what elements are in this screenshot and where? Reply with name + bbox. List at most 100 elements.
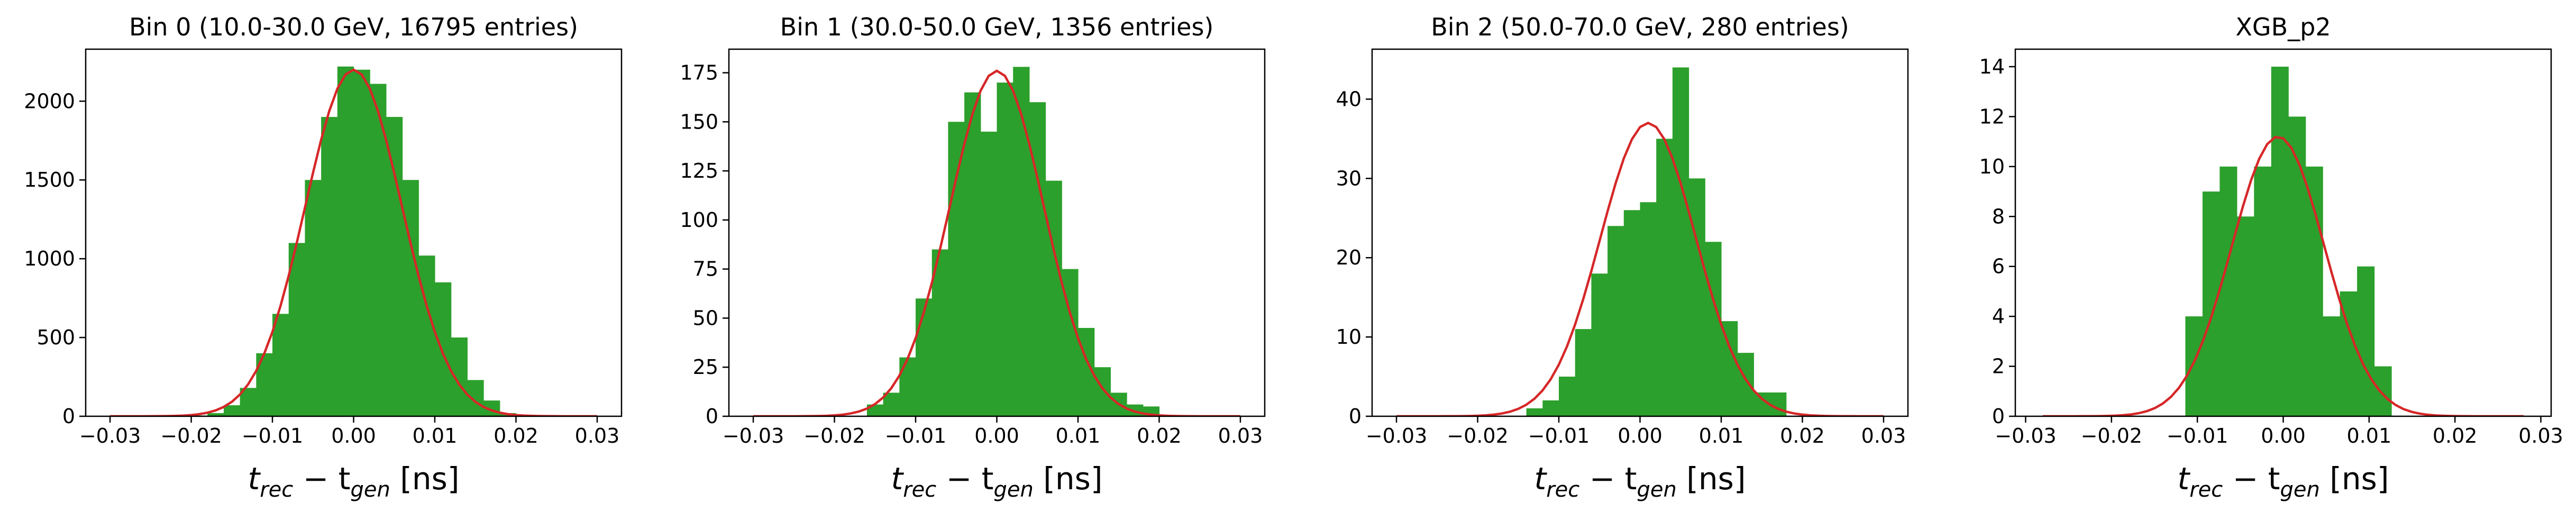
histogram-bar bbox=[2357, 266, 2375, 416]
subplot-1: −0.03 −0.02 −0.01 0.00 0.01 0.02 0.03 0 25 50 75 10… bbox=[680, 13, 1266, 502]
x-tick-label: −0.03 bbox=[1366, 424, 1427, 447]
x-tick-label: 0.03 bbox=[1218, 424, 1263, 447]
y-tick-label: 500 bbox=[36, 326, 75, 349]
y-tick-label: 0 bbox=[62, 405, 75, 428]
histogram-bar bbox=[2305, 166, 2323, 416]
histogram-bar bbox=[2185, 316, 2203, 416]
histogram-bar bbox=[353, 69, 370, 416]
y-tick-label: 1000 bbox=[24, 247, 75, 270]
histogram-bar bbox=[1672, 67, 1689, 416]
histogram-bar bbox=[1737, 353, 1754, 416]
histogram-bar bbox=[916, 298, 933, 416]
x-axis-label-part: t bbox=[1534, 461, 1547, 497]
x-tick-label: −0.02 bbox=[803, 424, 865, 447]
subplot-title: Bin 1 (30.0-50.0 GeV, 1356 entries) bbox=[780, 13, 1214, 41]
subplot-title: Bin 0 (10.0-30.0 GeV, 16795 entries) bbox=[129, 13, 578, 41]
histogram-bar bbox=[2374, 366, 2392, 416]
x-axis-label-part: t bbox=[248, 461, 261, 497]
histogram-bar bbox=[2219, 166, 2237, 416]
x-axis-label-part: rec bbox=[1546, 478, 1579, 502]
histogram-bar bbox=[1753, 392, 1770, 416]
gaussian-fit-line bbox=[110, 68, 597, 416]
histogram-bar bbox=[948, 122, 965, 416]
y-tick-label: 125 bbox=[680, 159, 718, 182]
histogram-bar bbox=[1542, 400, 1559, 416]
histogram-bar bbox=[1607, 226, 1624, 416]
histogram-bar bbox=[305, 180, 322, 416]
subplot-title: Bin 2 (50.0-70.0 GeV, 280 entries) bbox=[1431, 13, 1849, 41]
histogram-bar bbox=[207, 413, 224, 416]
y-tick-label: 4 bbox=[1992, 305, 2005, 328]
y-tick-label: 0 bbox=[706, 405, 718, 428]
histogram-bar bbox=[337, 66, 354, 416]
histogram-bar bbox=[2323, 316, 2341, 416]
x-tick-label: 0.03 bbox=[1861, 424, 1906, 447]
y-tick-label: 10 bbox=[1979, 155, 2005, 178]
x-axis-label-part: t bbox=[2177, 461, 2190, 497]
y-tick-label: 0 bbox=[1349, 405, 1362, 428]
x-axis-label: trec − tgen [ns] bbox=[891, 461, 1102, 502]
x-tick-label: −0.02 bbox=[2081, 424, 2142, 447]
y-tick-label: 100 bbox=[680, 208, 718, 232]
x-tick-label: −0.01 bbox=[2167, 424, 2228, 447]
histogram-bar bbox=[1559, 377, 1576, 416]
x-tick-label: 0.02 bbox=[2433, 424, 2478, 447]
histogram-bar bbox=[2254, 166, 2272, 416]
histogram-bar bbox=[980, 131, 998, 416]
x-axis-label-part: [ns] bbox=[1034, 461, 1103, 497]
histogram-bar bbox=[434, 282, 452, 416]
x-axis-label-part: rec bbox=[2189, 478, 2223, 502]
x-tick-label: −0.03 bbox=[79, 424, 141, 447]
histogram-bar bbox=[321, 117, 338, 416]
x-tick-label: −0.03 bbox=[723, 424, 784, 447]
histogram-bar bbox=[386, 117, 403, 416]
histogram-bars bbox=[191, 66, 517, 416]
histogram-bar bbox=[2202, 191, 2220, 416]
histogram-bars bbox=[1526, 67, 1787, 416]
gaussian-fit-line bbox=[753, 69, 1240, 416]
y-tick-label: 12 bbox=[1979, 105, 2005, 128]
x-tick-label: 0.00 bbox=[331, 424, 376, 447]
x-axis-label-part: − t bbox=[936, 461, 993, 497]
y-tick-label: 40 bbox=[1336, 87, 1362, 111]
x-tick-label: −0.02 bbox=[1447, 424, 1508, 447]
histogram-bar bbox=[899, 357, 916, 416]
y-tick-label: 2000 bbox=[24, 89, 75, 113]
x-axis-label: trec − tgen [ns] bbox=[1534, 461, 1746, 502]
histogram-bars bbox=[866, 67, 1160, 416]
y-tick-label: 50 bbox=[693, 306, 718, 330]
x-axis-label-part: − t bbox=[2223, 461, 2280, 497]
histogram-bar bbox=[1640, 202, 1657, 416]
x-tick-label: 0.03 bbox=[2518, 424, 2563, 447]
x-tick-label: 0.01 bbox=[1699, 424, 1744, 447]
histogram-bar bbox=[1591, 273, 1608, 416]
histogram-bars bbox=[2185, 67, 2392, 416]
x-tick-label: 0.02 bbox=[1137, 424, 1182, 447]
histogram-bar bbox=[1721, 321, 1738, 416]
y-tick-label: 30 bbox=[1336, 167, 1362, 190]
y-tick-label: 75 bbox=[693, 258, 718, 281]
histogram-bar bbox=[2288, 116, 2306, 416]
x-tick-label: 0.01 bbox=[2347, 424, 2392, 447]
x-tick-label: 0.00 bbox=[1618, 424, 1662, 447]
y-tick-label: 2 bbox=[1992, 355, 2005, 378]
x-axis-label-part: [ns] bbox=[2320, 461, 2389, 497]
x-tick-label: 0.01 bbox=[1056, 424, 1101, 447]
x-tick-label: −0.02 bbox=[160, 424, 222, 447]
x-tick-label: 0.00 bbox=[974, 424, 1019, 447]
histogram-bar bbox=[1526, 408, 1543, 416]
y-tick-label: 14 bbox=[1979, 55, 2005, 78]
subplot-title: XGB_p2 bbox=[2235, 13, 2331, 41]
y-tick-label: 8 bbox=[1992, 205, 2005, 228]
x-axis-label-part: gen bbox=[2280, 478, 2319, 502]
x-tick-label: 0.02 bbox=[494, 424, 538, 447]
y-tick-label: 175 bbox=[680, 61, 718, 85]
x-axis-label-part: t bbox=[891, 461, 904, 497]
x-tick-label: 0.03 bbox=[575, 424, 620, 447]
histogram-bar bbox=[418, 255, 435, 416]
y-tick-label: 25 bbox=[693, 355, 718, 379]
histogram-bar bbox=[1623, 210, 1641, 416]
x-axis-label-part: gen bbox=[1637, 478, 1676, 502]
y-tick-label: 6 bbox=[1992, 255, 2005, 278]
